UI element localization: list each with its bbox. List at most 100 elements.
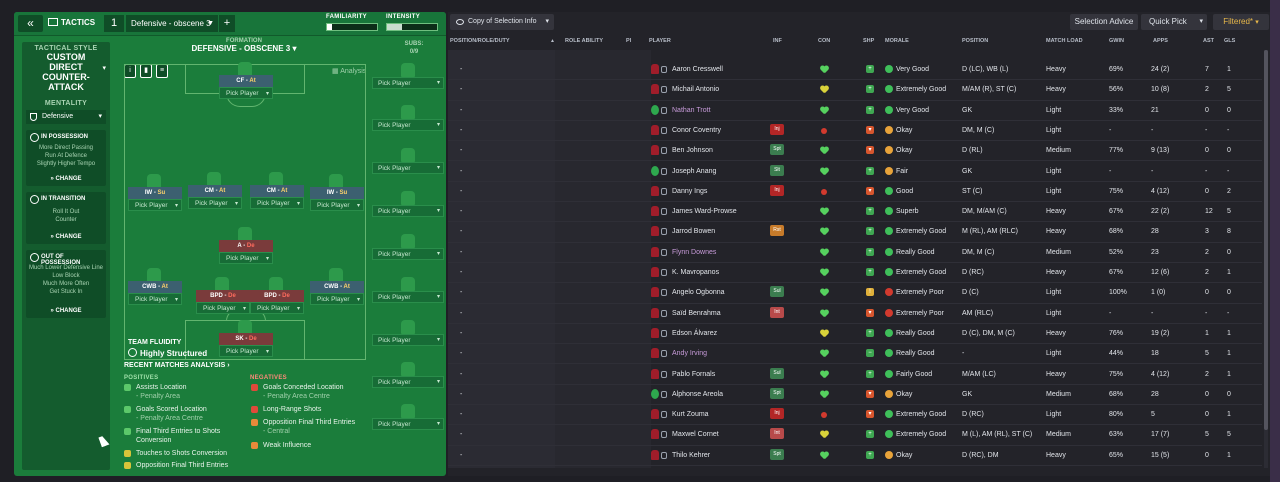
- player-name-link[interactable]: Angelo Ogbonna: [672, 289, 725, 297]
- position-slot-cwb-right[interactable]: CWB - At Pick Player: [310, 268, 364, 306]
- lock-icon[interactable]: [661, 106, 667, 114]
- lock-icon[interactable]: [661, 187, 667, 195]
- col-gls[interactable]: GLS: [1224, 38, 1236, 44]
- position-slot-cwb-left[interactable]: CWB - At Pick Player: [128, 268, 182, 306]
- table-row[interactable]: - Jarrod Bowen Rst + Extremely Good M (RL), A…: [448, 222, 1262, 243]
- lock-icon[interactable]: [661, 269, 667, 276]
- col-pi[interactable]: PI: [626, 38, 632, 44]
- player-name-link[interactable]: Joseph Anang: [672, 167, 717, 175]
- col-match-load[interactable]: MATCH LOAD: [1046, 38, 1083, 44]
- info-badge[interactable]: Sul: [770, 286, 784, 298]
- table-row[interactable]: - Maxwel Cornet Int + Extremely Good M (L), A…: [448, 425, 1262, 446]
- role-label[interactable]: SK - De: [219, 333, 273, 345]
- info-badge[interactable]: Int: [770, 428, 784, 440]
- pick-player-select[interactable]: Pick Player: [310, 199, 364, 212]
- role-label[interactable]: IW - Su: [310, 187, 364, 199]
- pick-player-select[interactable]: Pick Player: [196, 302, 250, 315]
- player-name-link[interactable]: Jarrod Bowen: [672, 228, 716, 236]
- lock-icon[interactable]: [661, 66, 667, 73]
- pick-player-select[interactable]: Pick Player: [372, 334, 444, 346]
- player-name-link[interactable]: Nathan Trott: [672, 106, 711, 114]
- view-select[interactable]: Copy of Selection Info ▾: [450, 14, 554, 30]
- table-row[interactable]: - Nathan Trott + Very Good GK Light 33% 21 0 0: [448, 101, 1262, 121]
- pick-player-select[interactable]: Pick Player: [310, 293, 364, 306]
- info-badge[interactable]: Spt: [770, 448, 784, 460]
- player-name-link[interactable]: Ben Johnson: [672, 147, 713, 155]
- table-scrollbar[interactable]: [1264, 50, 1268, 468]
- role-label[interactable]: A - De: [219, 240, 273, 252]
- player-name-link[interactable]: Andy Irving: [672, 350, 708, 358]
- role-label[interactable]: BPD - De: [250, 290, 304, 302]
- table-row[interactable]: - Aaron Cresswell + Very Good D (LC), WB (L)…: [448, 60, 1262, 81]
- col-morale[interactable]: MORALE: [885, 38, 909, 44]
- change-in-possession-button[interactable]: » CHANGE: [50, 176, 82, 182]
- role-label[interactable]: IW - Su: [128, 187, 182, 199]
- position-slot-bpd-left[interactable]: BPD - De Pick Player: [196, 277, 250, 315]
- table-row[interactable]: - Kurt Zouma Inj ▾ Extremely Good D (RC) Light…: [448, 405, 1262, 426]
- col-ast[interactable]: AST: [1203, 38, 1214, 44]
- position-role-duty-cell[interactable]: -: [460, 126, 463, 134]
- player-name-link[interactable]: Alphonse Areola: [672, 390, 723, 398]
- change-out-of-possession-button[interactable]: » CHANGE: [50, 308, 82, 314]
- col-shp[interactable]: SHP: [863, 38, 875, 44]
- tactic-select[interactable]: Defensive - obscene 3 ▼: [126, 15, 218, 32]
- lock-icon[interactable]: [661, 390, 667, 398]
- lock-icon[interactable]: [661, 431, 667, 439]
- position-role-duty-cell[interactable]: -: [460, 208, 463, 216]
- pick-player-select[interactable]: Pick Player: [372, 418, 444, 430]
- table-row[interactable]: - Joseph Anang Slt + Fair GK Light - - - -: [448, 162, 1262, 182]
- change-in-transition-button[interactable]: » CHANGE: [50, 234, 82, 240]
- lock-icon[interactable]: [661, 289, 667, 297]
- pick-player-select[interactable]: Pick Player: [219, 345, 273, 358]
- pick-player-select[interactable]: Pick Player: [219, 87, 273, 100]
- chevron-down-icon[interactable]: ▾: [102, 65, 106, 72]
- table-row[interactable]: - Danny Ings Inj ▾ Good ST (C) Light 75% 4 (12) 0…: [448, 182, 1262, 203]
- player-name-link[interactable]: Kurt Zouma: [672, 411, 709, 419]
- recent-matches-analysis-link[interactable]: RECENT MATCHES ANALYSIS ›: [124, 362, 230, 369]
- quick-pick-button[interactable]: Quick Pick ▾: [1141, 14, 1207, 30]
- position-slot-iw-left[interactable]: IW - Su Pick Player: [128, 174, 182, 212]
- position-slot-sk[interactable]: SK - De Pick Player: [219, 320, 273, 358]
- pick-player-select[interactable]: Pick Player: [372, 376, 444, 388]
- player-name-link[interactable]: K. Mavropanos: [672, 269, 720, 276]
- position-role-duty-cell[interactable]: -: [460, 309, 463, 317]
- player-name-link[interactable]: Flynn Downes: [672, 248, 717, 256]
- player-name-link[interactable]: Maxwel Cornet: [672, 431, 719, 439]
- player-name-link[interactable]: Aaron Cresswell: [672, 66, 723, 73]
- add-tactic-button[interactable]: +: [219, 15, 235, 32]
- lock-icon[interactable]: [661, 370, 667, 378]
- pick-player-select[interactable]: Pick Player: [250, 302, 304, 315]
- lock-icon[interactable]: [661, 126, 667, 134]
- info-badge[interactable]: Slt: [770, 164, 784, 176]
- pick-player-select[interactable]: Pick Player: [372, 77, 444, 89]
- table-row[interactable]: - James Ward-Prowse + Superb DM, M/AM (C) Hea…: [448, 202, 1262, 223]
- position-role-duty-cell[interactable]: -: [460, 451, 463, 459]
- position-role-duty-cell[interactable]: -: [460, 248, 463, 256]
- sub-slot[interactable]: Pick Player: [372, 63, 444, 89]
- sub-slot[interactable]: Pick Player: [372, 191, 444, 217]
- sub-slot[interactable]: Pick Player: [372, 277, 444, 303]
- table-row[interactable]: - Angelo Ogbonna Sul! Extremely Poor D (C) Li…: [448, 283, 1262, 304]
- formation-header[interactable]: FORMATION DEFENSIVE - OBSCENE 3 ▾: [174, 38, 314, 53]
- position-role-duty-cell[interactable]: -: [460, 228, 463, 236]
- col-player[interactable]: PLAYER: [649, 38, 671, 44]
- col-inf[interactable]: INF: [773, 38, 782, 44]
- player-name-link[interactable]: Thilo Kehrer: [672, 451, 711, 459]
- sort-icon[interactable]: ▲: [550, 38, 555, 44]
- pick-player-select[interactable]: Pick Player: [219, 252, 273, 265]
- role-label[interactable]: CF - At: [219, 75, 273, 87]
- lock-icon[interactable]: [661, 451, 667, 459]
- position-role-duty-cell[interactable]: -: [460, 289, 463, 297]
- position-slot-a[interactable]: A - De Pick Player: [219, 227, 273, 265]
- col-con[interactable]: CON: [818, 38, 831, 44]
- role-label[interactable]: CWB - At: [128, 281, 182, 293]
- lock-icon[interactable]: [661, 208, 667, 216]
- col-position-role-duty[interactable]: POSITION/ROLE/DUTY: [450, 38, 510, 44]
- role-label[interactable]: CM - At: [188, 185, 242, 197]
- pick-player-select[interactable]: Pick Player: [372, 291, 444, 303]
- sub-slot[interactable]: Pick Player: [372, 362, 444, 388]
- lock-icon[interactable]: [661, 309, 667, 317]
- tactical-style-name[interactable]: CUSTOM DIRECT COUNTER-ATTACK: [42, 52, 90, 92]
- info-badge[interactable]: Inj: [770, 123, 784, 135]
- info-badge[interactable]: Inj: [770, 408, 784, 420]
